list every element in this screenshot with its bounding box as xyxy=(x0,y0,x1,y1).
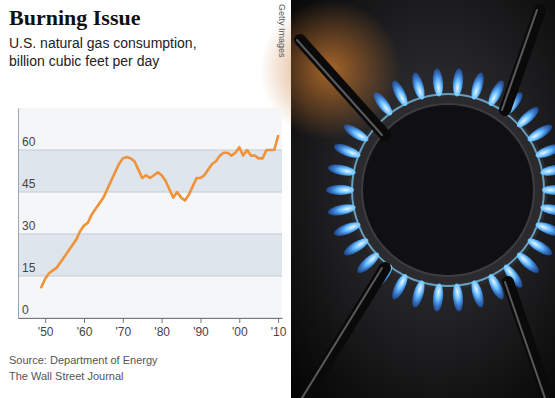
x-tick: '10 xyxy=(271,318,287,339)
grid-line xyxy=(18,192,282,193)
grate-highlight xyxy=(302,268,382,398)
y-tick-label: 45 xyxy=(22,177,36,191)
subtitle-line: U.S. natural gas consumption, xyxy=(9,35,197,51)
grate-bar xyxy=(508,282,548,398)
plot-area xyxy=(18,108,282,318)
grate-highlight xyxy=(502,10,537,110)
x-tick-label: '00 xyxy=(232,325,248,339)
x-tick: '80 xyxy=(154,318,170,339)
flame xyxy=(514,250,541,276)
flame xyxy=(432,68,445,97)
subtitle-line: billion cubic feet per day xyxy=(9,53,159,69)
grate-highlight xyxy=(297,40,382,135)
y-axis-line xyxy=(18,109,19,319)
y-tick: 15 xyxy=(18,261,36,276)
x-axis-line xyxy=(19,318,283,319)
y-tick-label: 0 xyxy=(22,303,29,317)
y-tick: 0 xyxy=(18,303,29,318)
flame xyxy=(326,185,354,195)
x-tick: '70 xyxy=(116,318,132,339)
grid-line xyxy=(18,318,282,319)
grid-line xyxy=(18,276,282,277)
flame xyxy=(370,90,395,118)
subtitle: U.S. natural gas consumption, billion cub… xyxy=(9,35,197,69)
x-tick-mark xyxy=(162,318,163,323)
grid xyxy=(18,150,282,318)
y-axis: 0 15 30 45 60 xyxy=(18,109,36,319)
photo-credit: Getty Images xyxy=(277,4,287,58)
x-tick-mark xyxy=(84,318,85,323)
bands xyxy=(18,108,282,318)
y-tick-label: 60 xyxy=(22,135,36,149)
flame xyxy=(452,68,465,97)
x-tick-label: '80 xyxy=(154,325,170,339)
x-tick-label: '70 xyxy=(116,325,132,339)
y-tick: 30 xyxy=(18,219,36,234)
x-tick: '60 xyxy=(77,318,93,339)
y-tick-label: 30 xyxy=(22,219,36,233)
grate-bar xyxy=(505,10,540,110)
flame xyxy=(534,219,555,238)
grid-band xyxy=(18,234,282,276)
x-tick-label: '60 xyxy=(77,325,93,339)
x-tick-mark xyxy=(278,318,279,323)
photo xyxy=(260,0,555,398)
grid-band xyxy=(18,108,282,150)
grid-line xyxy=(18,150,282,151)
y-tick-label: 15 xyxy=(22,261,36,275)
x-tick: '90 xyxy=(193,318,209,339)
x-tick: '00 xyxy=(232,318,248,339)
source-note: The Wall Street Journal xyxy=(9,370,124,382)
grid-line xyxy=(18,234,282,235)
flame xyxy=(452,283,465,312)
flame xyxy=(432,283,445,312)
chart-svg: Getty Images Burning Issue U.S. natural ga… xyxy=(0,0,555,398)
grate-bar xyxy=(300,40,385,135)
data-line xyxy=(41,136,278,287)
y-tick: 45 xyxy=(18,177,36,192)
flame xyxy=(534,141,555,160)
grid-band xyxy=(18,192,282,234)
y-tick: 60 xyxy=(18,135,36,150)
x-tick-mark xyxy=(45,318,46,323)
source-note: Source: Department of Energy xyxy=(9,354,158,366)
x-axis: '50 '60 '70 '80 '90 '00 '10 xyxy=(19,318,287,339)
chart-root: Getty Images Burning Issue U.S. natural ga… xyxy=(0,0,555,398)
x-tick-label: '50 xyxy=(38,325,54,339)
grate-highlight xyxy=(505,282,545,398)
x-tick-mark xyxy=(200,318,201,323)
grate-bar xyxy=(305,268,385,398)
title: Burning Issue xyxy=(9,5,141,30)
flame xyxy=(514,104,541,130)
grid-band xyxy=(18,276,282,318)
x-tick-label: '90 xyxy=(193,325,209,339)
x-tick-mark xyxy=(239,318,240,323)
x-tick: '50 xyxy=(38,318,54,339)
x-tick-label: '10 xyxy=(271,325,287,339)
x-tick-mark xyxy=(123,318,124,323)
